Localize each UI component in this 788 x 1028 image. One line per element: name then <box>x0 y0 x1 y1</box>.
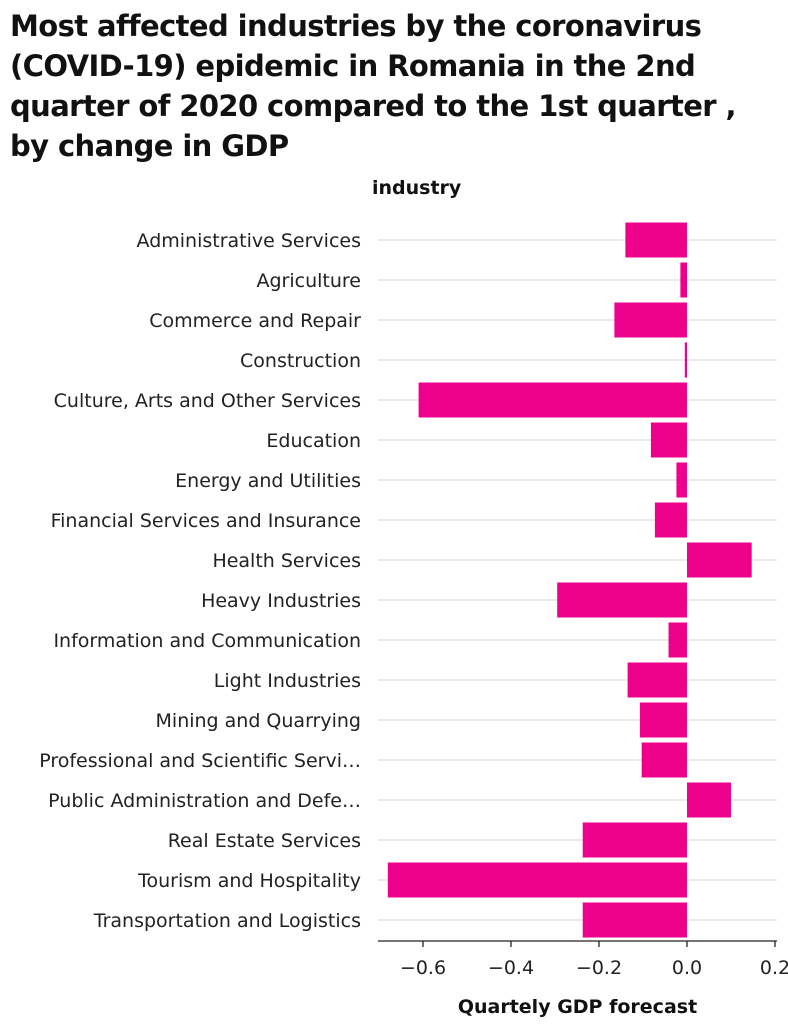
chart-title: Most affected industries by the coronavi… <box>10 9 737 163</box>
bar <box>625 222 687 258</box>
x-tick-label: 0.2 <box>760 957 788 979</box>
category-label: Mining and Quarrying <box>156 710 361 732</box>
category-label: Professional and Scientific Servi… <box>39 750 361 772</box>
x-axis-title: Quartely GDP forecast <box>458 996 697 1018</box>
category-label: Agriculture <box>257 270 362 292</box>
category-label: Financial Services and Insurance <box>51 510 361 532</box>
category-label: Public Administration and Defe… <box>48 790 361 812</box>
category-label: Heavy Industries <box>201 590 361 612</box>
category-label: Administrative Services <box>137 230 361 252</box>
bar <box>687 782 731 818</box>
bar <box>687 542 752 578</box>
category-label: Light Industries <box>214 670 361 692</box>
bar <box>387 862 687 898</box>
bar <box>654 502 687 538</box>
bar <box>650 422 687 458</box>
x-tick-label: −0.6 <box>400 957 446 979</box>
bar <box>676 462 687 498</box>
bar <box>684 342 687 378</box>
category-label: Construction <box>240 350 361 372</box>
category-label: Real Estate Services <box>168 830 361 852</box>
category-label: Information and Communication <box>53 630 361 652</box>
bar <box>639 702 687 738</box>
bar <box>627 662 687 698</box>
category-label: Culture, Arts and Other Services <box>54 390 361 412</box>
category-label: Transportation and Logistics <box>93 910 361 932</box>
bar <box>641 742 687 778</box>
category-label: Commerce and Repair <box>149 310 361 332</box>
bar <box>668 622 687 658</box>
category-label: Tourism and Hospitality <box>137 870 361 892</box>
x-tick-label: −0.4 <box>488 957 534 979</box>
category-label: Energy and Utilities <box>175 470 361 492</box>
bar <box>582 902 687 938</box>
x-tick-label: 0.0 <box>672 957 702 979</box>
bar <box>557 582 687 618</box>
x-tick-label: −0.2 <box>576 957 622 979</box>
bar <box>614 302 687 338</box>
category-label: Health Services <box>212 550 361 572</box>
bar <box>418 382 687 418</box>
bar <box>582 822 687 858</box>
y-axis-title: industry <box>372 177 462 199</box>
bar <box>680 262 687 298</box>
category-label: Education <box>266 430 361 452</box>
